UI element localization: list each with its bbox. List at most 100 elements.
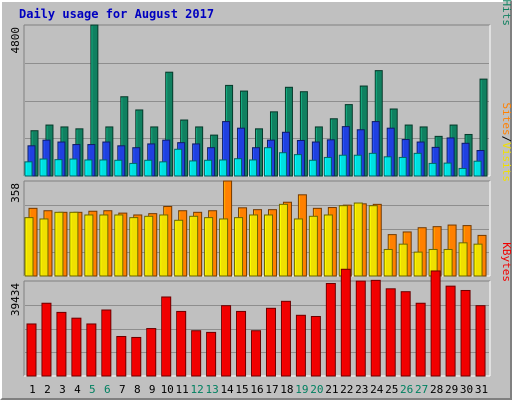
day-labels: 1 2 3 4 5 6 7 8 9 10 11 12 13 14 15 16 17 18 19 20 21 22 23 24 2… <box>29 383 488 396</box>
bar-pages-day-31 <box>473 160 482 177</box>
bar-visits-day-13 <box>204 217 214 277</box>
bar-pages-day-24 <box>368 152 377 177</box>
bar-kbytes-day-16 <box>251 330 262 377</box>
day-label-11: 11 <box>176 383 189 396</box>
bar-visits-day-20 <box>308 215 318 277</box>
bar-visits-day-17 <box>263 214 273 277</box>
day-label-9: 9 <box>149 383 156 396</box>
bar-visits-day-27 <box>413 251 423 277</box>
bar-kbytes-day-9 <box>146 328 157 377</box>
bar-kbytes-day-13 <box>206 331 217 377</box>
day-label-27: 27 <box>415 383 428 396</box>
day-label-23: 23 <box>355 383 368 396</box>
bar-visits-day-23 <box>353 202 363 277</box>
bar-pages-day-21 <box>323 156 332 177</box>
day-label-24: 24 <box>370 383 384 396</box>
bar-visits-day-11 <box>174 219 184 277</box>
panel-bottom: 39434 KBytes <box>9 242 512 377</box>
bar-kbytes-day-25 <box>385 288 396 377</box>
bar-kbytes-day-6 <box>101 309 112 377</box>
bar-visits-day-30 <box>458 242 468 277</box>
panel-scale-max-middle: 358 <box>9 183 22 203</box>
day-label-30: 30 <box>460 383 473 396</box>
bar-kbytes-day-30 <box>460 289 471 377</box>
bar-visits-day-14 <box>219 218 229 277</box>
bar-pages-day-15 <box>234 158 243 177</box>
series-legend-top: Pages/Files/Hits <box>500 0 512 26</box>
day-label-17: 17 <box>265 383 278 396</box>
bar-visits-day-19 <box>293 218 303 277</box>
chart-title: Daily usage for August 2017 <box>19 7 214 21</box>
bar-kbytes-day-26 <box>400 291 411 377</box>
day-label-1: 1 <box>29 383 36 396</box>
bar-kbytes-day-19 <box>295 314 306 377</box>
bar-pages-day-5 <box>84 159 93 177</box>
bar-kbytes-day-23 <box>355 280 366 377</box>
day-label-2: 2 <box>44 383 51 396</box>
bar-kbytes-day-20 <box>310 315 321 377</box>
bar-visits-day-24 <box>368 205 378 277</box>
bar-visits-day-10 <box>159 214 169 277</box>
bar-kbytes-day-2 <box>41 302 52 377</box>
bar-kbytes-day-29 <box>445 285 456 377</box>
chart-panels: 4800 Pages/Files/Hits 358 Sites/Visits 39434… <box>9 0 512 377</box>
day-label-8: 8 <box>134 383 141 396</box>
bar-kbytes-day-22 <box>340 268 351 377</box>
day-label-31: 31 <box>475 383 488 396</box>
bar-visits-day-1 <box>24 217 34 277</box>
bar-visits-day-9 <box>144 215 154 277</box>
bar-pages-day-27 <box>413 152 422 177</box>
day-label-26: 26 <box>400 383 413 396</box>
bar-kbytes-day-14 <box>221 305 232 377</box>
bar-visits-day-4 <box>69 211 79 277</box>
panel-scale-max-bottom: 39434 <box>9 283 22 316</box>
bar-pages-day-28 <box>428 162 437 177</box>
day-label-22: 22 <box>340 383 353 396</box>
day-label-6: 6 <box>104 383 111 396</box>
legend-item: Visits <box>500 142 512 182</box>
series-legend-middle: Sites/Visits <box>500 103 512 183</box>
day-label-13: 13 <box>205 383 218 396</box>
bar-kbytes-day-18 <box>280 300 291 377</box>
day-label-25: 25 <box>385 383 398 396</box>
bar-pages-day-9 <box>144 159 153 177</box>
bar-pages-day-8 <box>129 162 138 177</box>
bar-pages-day-11 <box>174 148 183 177</box>
series-legend-bottom: KBytes <box>500 242 512 282</box>
bar-kbytes-day-31 <box>475 305 486 377</box>
bar-kbytes-day-7 <box>116 335 127 377</box>
bar-pages-day-6 <box>99 159 108 177</box>
panel-scale-max-top: 4800 <box>9 27 22 54</box>
legend-item: KBytes <box>500 242 512 282</box>
day-label-4: 4 <box>74 383 81 396</box>
bar-kbytes-day-3 <box>56 311 67 377</box>
bar-visits-day-21 <box>323 214 333 277</box>
bar-pages-day-16 <box>249 159 258 177</box>
bar-pages-day-13 <box>204 159 213 177</box>
legend-item: / <box>500 136 512 143</box>
bar-pages-day-19 <box>293 154 302 177</box>
day-label-21: 21 <box>325 383 338 396</box>
bar-kbytes-day-10 <box>161 296 172 377</box>
legend-item: Sites <box>500 103 512 136</box>
day-label-18: 18 <box>280 383 293 396</box>
bar-pages-day-18 <box>278 152 287 177</box>
bar-kbytes-day-27 <box>415 302 426 377</box>
bar-kbytes-day-11 <box>176 310 187 377</box>
legend-item: Hits <box>500 0 512 26</box>
bar-visits-day-29 <box>443 248 453 277</box>
bar-pages-day-7 <box>114 159 123 177</box>
day-label-28: 28 <box>430 383 443 396</box>
bar-kbytes-day-5 <box>86 323 97 377</box>
bar-pages-day-1 <box>24 161 33 177</box>
bar-visits-day-8 <box>129 217 139 277</box>
bar-kbytes-day-8 <box>131 336 142 377</box>
bar-pages-day-2 <box>39 158 48 177</box>
bar-visits-day-3 <box>54 211 64 277</box>
bar-pages-day-14 <box>219 159 228 177</box>
bar-pages-day-29 <box>443 162 452 177</box>
bar-pages-day-20 <box>308 159 317 177</box>
bar-kbytes-day-4 <box>71 317 82 377</box>
bar-pages-day-30 <box>458 167 467 177</box>
